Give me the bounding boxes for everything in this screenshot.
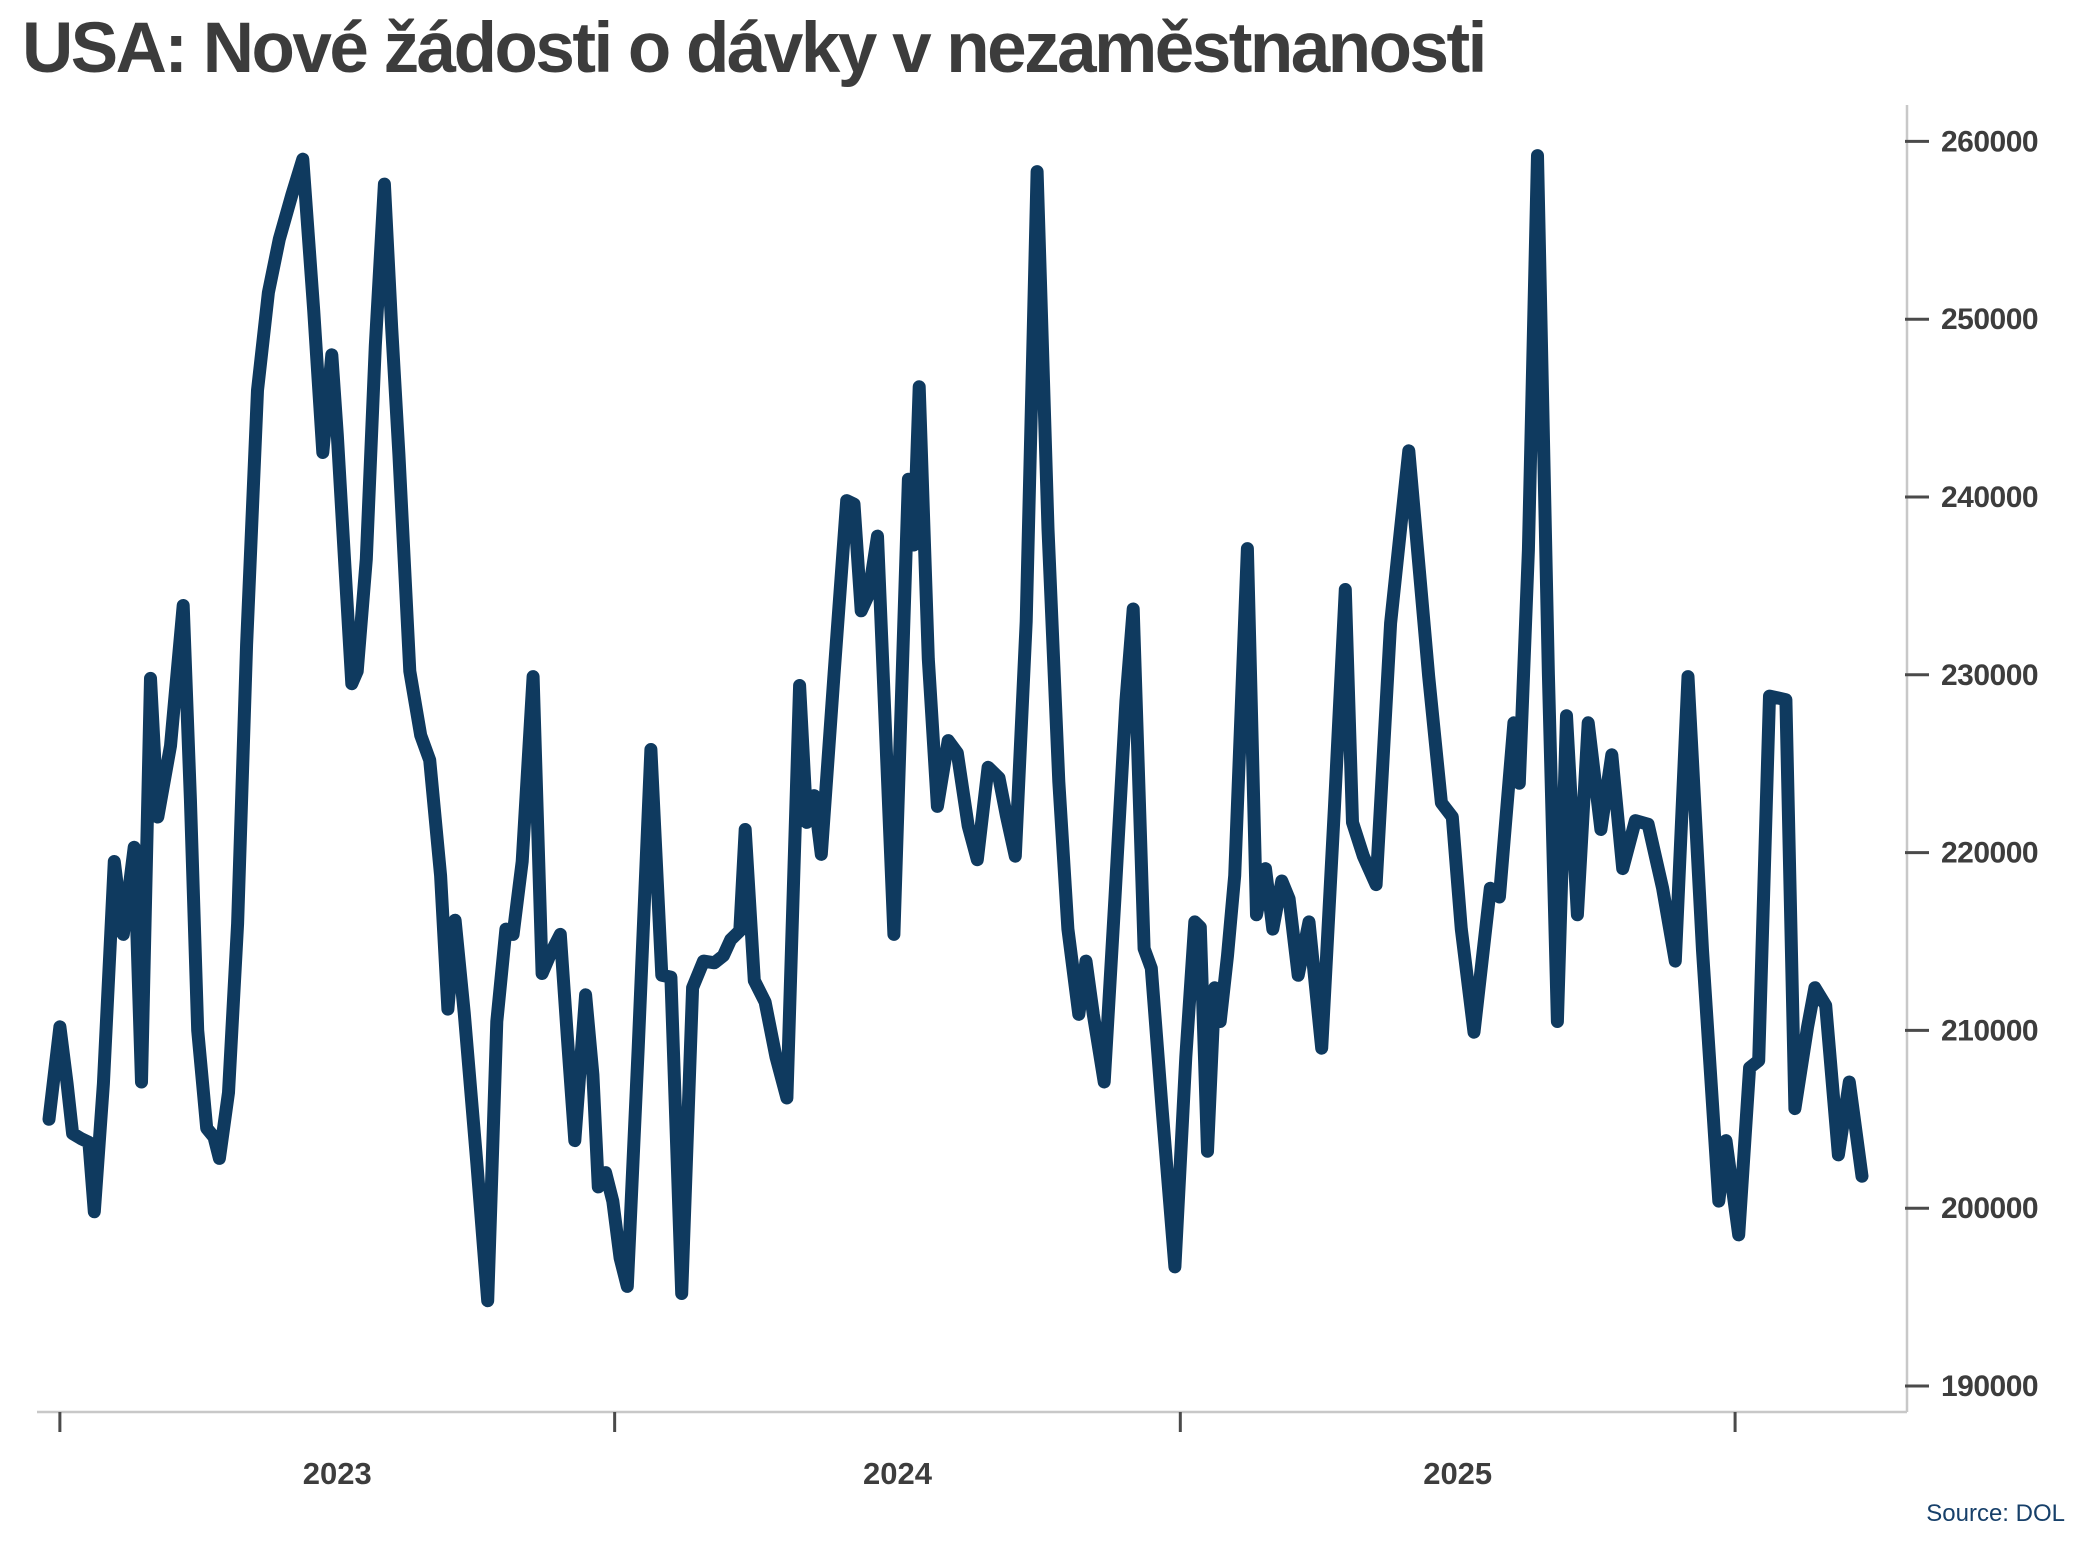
y-tick-label: 220000 — [1941, 837, 2038, 870]
y-tick-label: 240000 — [1941, 481, 2038, 514]
source-label: Source: DOL — [1926, 1500, 2065, 1527]
x-year-label: 2024 — [863, 1456, 933, 1491]
y-tick-label: 230000 — [1941, 659, 2038, 692]
y-tick-label: 200000 — [1941, 1192, 2038, 1225]
y-tick-label: 250000 — [1941, 303, 2038, 336]
x-year-label: 2025 — [1423, 1456, 1492, 1491]
x-year-label: 2023 — [303, 1456, 372, 1491]
y-tick-label: 210000 — [1941, 1014, 2038, 1047]
y-tick-label: 260000 — [1941, 125, 2038, 158]
claims-line-series — [42, 149, 1869, 1308]
y-tick-label: 190000 — [1941, 1370, 2038, 1403]
chart-title: USA: Nové žádosti o dávky v nezaměstnano… — [22, 9, 1487, 88]
